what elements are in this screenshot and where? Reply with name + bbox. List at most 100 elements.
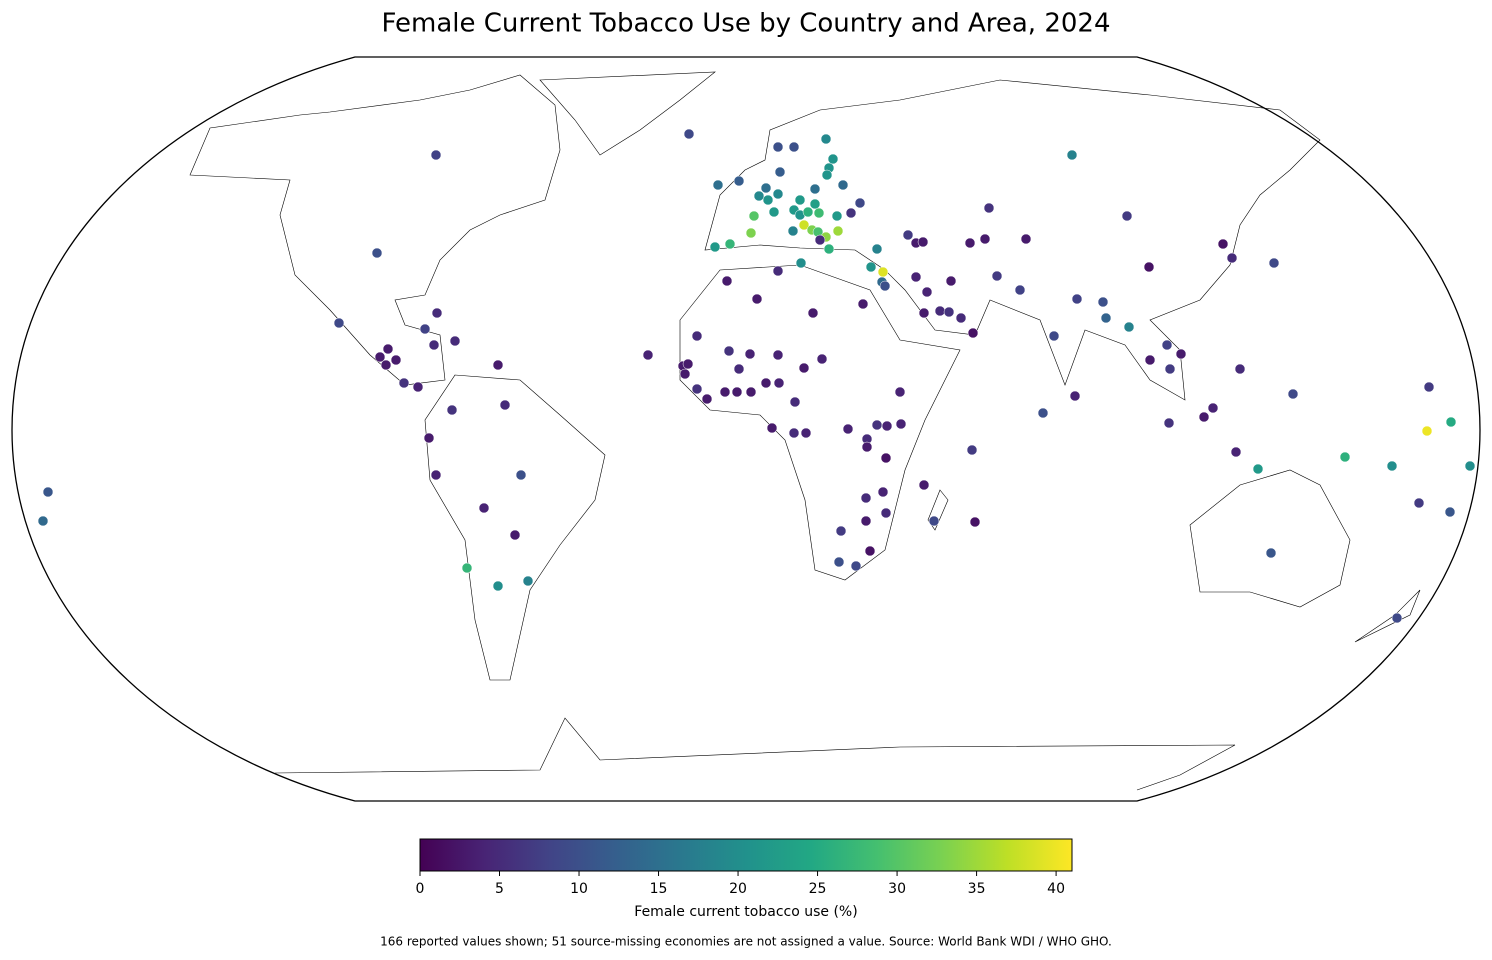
country-point bbox=[831, 210, 843, 222]
north-america bbox=[189, 74, 561, 386]
country-point bbox=[879, 280, 891, 292]
colorbar-tick-label: 35 bbox=[968, 881, 986, 897]
country-point bbox=[969, 516, 981, 528]
country-point bbox=[860, 492, 872, 504]
country-point bbox=[1048, 330, 1060, 342]
country-point bbox=[854, 197, 866, 209]
country-point bbox=[760, 182, 772, 194]
country-point bbox=[991, 270, 1003, 282]
country-point bbox=[772, 349, 784, 361]
country-point bbox=[871, 243, 883, 255]
country-point bbox=[979, 233, 991, 245]
australia bbox=[1189, 469, 1351, 608]
country-point bbox=[509, 529, 521, 541]
country-point bbox=[449, 335, 461, 347]
country-point bbox=[412, 381, 424, 393]
country-point bbox=[333, 317, 345, 329]
country-point bbox=[789, 396, 801, 408]
country-point bbox=[864, 545, 876, 557]
country-point bbox=[955, 312, 967, 324]
country-point bbox=[1339, 451, 1351, 463]
country-point bbox=[820, 133, 832, 145]
country-point bbox=[833, 556, 845, 568]
country-point bbox=[390, 354, 402, 366]
country-point bbox=[865, 261, 877, 273]
country-point bbox=[733, 175, 745, 187]
country-point bbox=[1421, 425, 1433, 437]
country-point bbox=[910, 271, 922, 283]
land-outlines bbox=[189, 71, 1421, 791]
country-point bbox=[478, 502, 490, 514]
colorbar-tick-label: 40 bbox=[1047, 881, 1065, 897]
country-point bbox=[1066, 149, 1078, 161]
country-point bbox=[762, 194, 774, 206]
country-point bbox=[430, 469, 442, 481]
new-zealand bbox=[1354, 589, 1421, 643]
country-point bbox=[1071, 293, 1083, 305]
country-point bbox=[1413, 497, 1425, 509]
country-point bbox=[945, 275, 957, 287]
country-point bbox=[860, 515, 872, 527]
country-point bbox=[1464, 460, 1476, 472]
country-point bbox=[731, 386, 743, 398]
country-point bbox=[1020, 233, 1032, 245]
colorbar-label: Female current tobacco use (%) bbox=[634, 904, 857, 920]
country-point bbox=[431, 307, 443, 319]
country-point bbox=[850, 560, 862, 572]
country-point bbox=[918, 307, 930, 319]
country-point bbox=[881, 420, 893, 432]
country-point bbox=[928, 515, 940, 527]
country-point bbox=[871, 419, 883, 431]
country-point bbox=[1144, 354, 1156, 366]
country-point bbox=[1217, 238, 1229, 250]
country-point bbox=[821, 169, 833, 181]
country-point bbox=[1143, 261, 1155, 273]
country-point bbox=[682, 358, 694, 370]
country-point bbox=[880, 452, 892, 464]
country-point bbox=[1226, 252, 1238, 264]
country-point bbox=[712, 179, 724, 191]
country-point bbox=[1386, 460, 1398, 472]
country-point bbox=[1234, 363, 1246, 375]
country-point bbox=[800, 427, 812, 439]
country-point bbox=[1268, 257, 1280, 269]
country-point bbox=[934, 305, 946, 317]
country-point bbox=[398, 377, 410, 389]
country-point bbox=[768, 206, 780, 218]
africa bbox=[679, 264, 961, 581]
colorbar-tick-label: 25 bbox=[809, 881, 827, 897]
country-point bbox=[943, 306, 955, 318]
country-point bbox=[719, 386, 731, 398]
colorbar-tick-label: 15 bbox=[650, 881, 668, 897]
country-point bbox=[374, 351, 386, 363]
country-point bbox=[724, 238, 736, 250]
country-point bbox=[798, 362, 810, 374]
country-point bbox=[877, 486, 889, 498]
country-point bbox=[683, 128, 695, 140]
country-point bbox=[748, 210, 760, 222]
country-point bbox=[766, 422, 778, 434]
country-point bbox=[877, 266, 889, 278]
map-frame bbox=[11, 56, 1481, 802]
country-point bbox=[430, 149, 442, 161]
country-point bbox=[845, 207, 857, 219]
antarctica bbox=[274, 717, 1236, 791]
country-point bbox=[787, 225, 799, 237]
country-point bbox=[788, 141, 800, 153]
south-america bbox=[424, 374, 606, 681]
country-point bbox=[772, 141, 784, 153]
country-point bbox=[837, 179, 849, 191]
colorbar-tick-label: 5 bbox=[495, 881, 504, 897]
country-point bbox=[745, 386, 757, 398]
country-point bbox=[772, 188, 784, 200]
country-point bbox=[1207, 402, 1219, 414]
country-point bbox=[814, 234, 826, 246]
footnote: 166 reported values shown; 51 source-mis… bbox=[380, 935, 1112, 949]
country-point bbox=[461, 562, 473, 574]
country-point bbox=[1100, 312, 1112, 324]
country-point bbox=[983, 202, 995, 214]
country-point bbox=[842, 423, 854, 435]
country-point bbox=[807, 307, 819, 319]
country-point bbox=[679, 368, 691, 380]
country-point bbox=[709, 241, 721, 253]
